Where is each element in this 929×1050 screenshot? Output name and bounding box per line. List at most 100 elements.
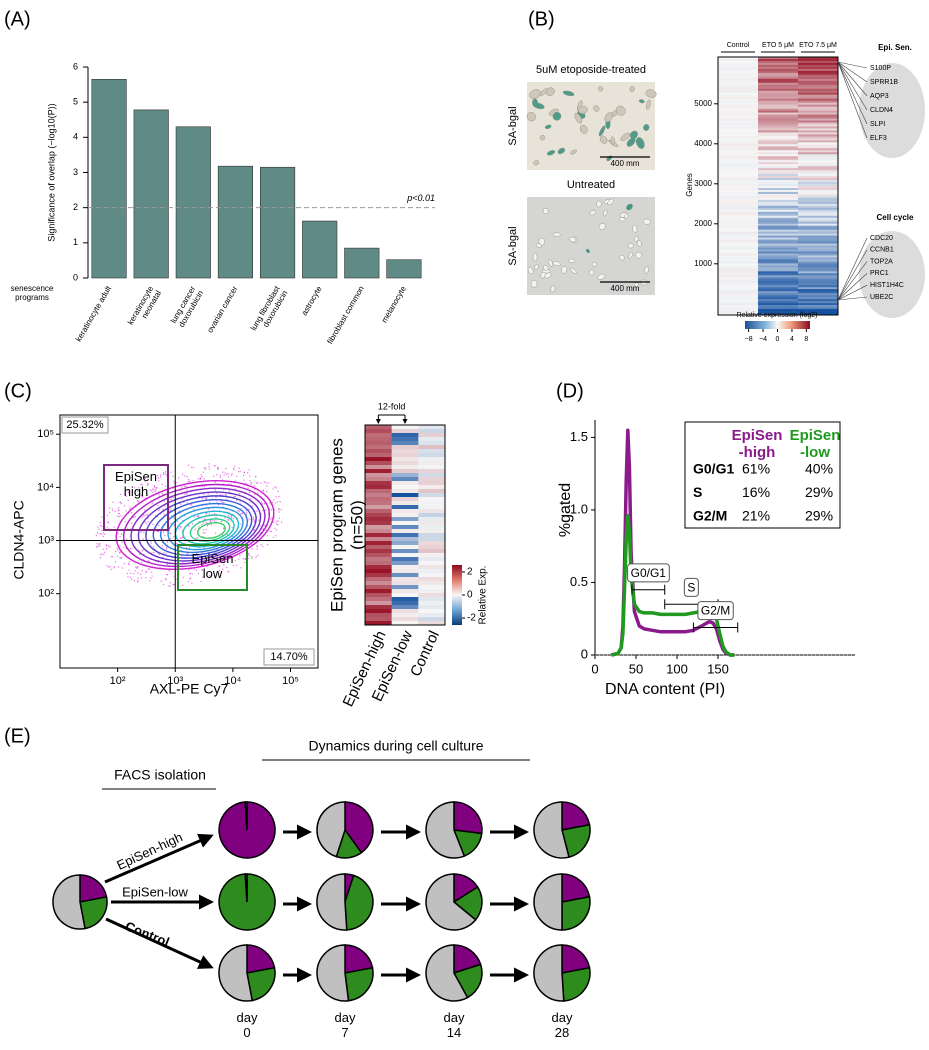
heat-cell (798, 225, 839, 228)
heat-cell (718, 187, 759, 191)
event-dot (232, 535, 234, 538)
heat-cell (418, 621, 446, 626)
event-dot (216, 501, 218, 503)
event-dot (172, 517, 175, 519)
heat-cell (758, 261, 799, 264)
heat-cell (718, 241, 759, 244)
heat-cell (758, 279, 799, 282)
event-dot (138, 487, 140, 489)
heat-cell (798, 62, 839, 66)
heat-cell (718, 108, 759, 111)
heat-cell (718, 233, 759, 236)
heat-cell (758, 241, 799, 244)
event-dot (101, 553, 103, 555)
heat-cell (718, 172, 759, 175)
heat-cell (718, 76, 759, 80)
event-dot (169, 570, 171, 573)
event-dot (128, 564, 130, 566)
y-tick-label: 10² (38, 588, 54, 600)
event-dot (269, 518, 272, 521)
event-dot (259, 525, 262, 527)
heat-cell (798, 269, 839, 272)
event-dot (181, 498, 183, 500)
event-dot (211, 519, 214, 522)
event-dot (187, 481, 189, 483)
heat-cell (365, 613, 392, 618)
day-label: day 0 (236, 1010, 258, 1040)
event-dot (163, 514, 166, 516)
pie-slice (533, 873, 563, 931)
event-dot (191, 504, 193, 506)
heat-cell (798, 124, 839, 127)
panel-label: (A) (4, 8, 31, 30)
heat-cell (758, 281, 799, 284)
event-dot (219, 494, 222, 496)
heat-cell (798, 172, 839, 175)
event-dot (219, 475, 221, 477)
heat-cell (758, 231, 799, 234)
heat-cell (718, 142, 759, 145)
heat-cell (758, 197, 799, 201)
event-dot (137, 577, 139, 579)
gene-connector (837, 61, 868, 139)
table-cell: 29% (805, 484, 833, 500)
event-dot (248, 469, 250, 471)
quadrant-box (263, 648, 315, 666)
event-dot (195, 569, 198, 572)
event-dot (183, 485, 185, 487)
heat-cell (758, 86, 799, 90)
event-dot (259, 482, 262, 485)
event-dot (141, 483, 143, 486)
event-dot (241, 541, 244, 543)
bar (217, 165, 254, 279)
event-dot (99, 554, 102, 556)
heat-cell (758, 217, 799, 221)
event-dot (261, 503, 264, 505)
heat-cell (758, 299, 799, 302)
event-dot (258, 519, 260, 521)
event-dot (130, 578, 133, 581)
heat-cell (365, 533, 392, 538)
heat-cell (758, 283, 799, 286)
heat-cell (418, 477, 446, 482)
heat-cell (718, 191, 759, 195)
event-dot (175, 481, 177, 484)
event-dot (223, 474, 225, 476)
event-dot (220, 520, 223, 523)
cell (624, 213, 629, 219)
gene-label: SLPI (870, 121, 885, 128)
gene-label: ELF3 (870, 135, 887, 142)
event-dot (257, 492, 259, 494)
heat-cell (365, 549, 392, 554)
heat-cell (718, 255, 759, 258)
event-dot (153, 551, 155, 554)
heat-cell (718, 311, 759, 314)
heat-cell (758, 160, 799, 163)
event-dot (140, 531, 142, 533)
heat-cell (798, 253, 839, 256)
event-dot (173, 524, 175, 527)
event-dot (106, 565, 108, 567)
event-dot (121, 541, 123, 544)
event-dot (150, 542, 152, 544)
pie-slice (425, 801, 466, 859)
heat-cell (718, 144, 759, 147)
heat-cell (365, 493, 392, 498)
event-dot (257, 554, 259, 557)
cell (532, 98, 538, 107)
heat-cell (758, 191, 799, 195)
event-dot (275, 535, 277, 537)
cell (574, 112, 583, 124)
event-dot (205, 513, 207, 515)
heat-cell (798, 110, 839, 113)
event-dot (110, 568, 112, 571)
event-dot (113, 567, 115, 569)
heat-cell (758, 205, 799, 209)
heat-cell (365, 577, 392, 582)
heat-cell (758, 78, 799, 82)
table-header-box: EpiSen -low (790, 427, 841, 461)
heat-cell (718, 116, 759, 119)
cell (550, 285, 556, 293)
heat-cell (758, 112, 799, 115)
heat-cell (391, 497, 419, 502)
